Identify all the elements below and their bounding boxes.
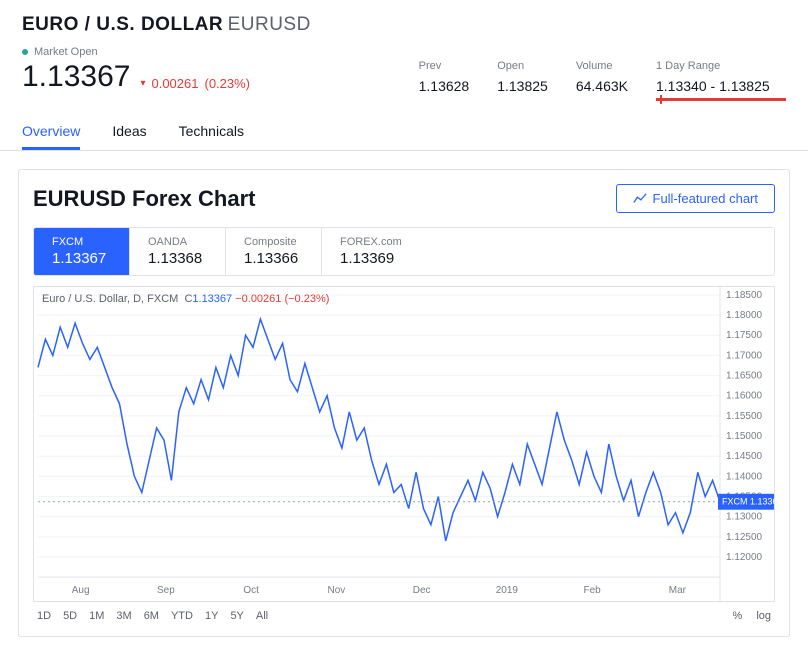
chart-meta: Euro / U.S. Dollar, D, FXCM C1.13367 −0.…	[42, 293, 329, 305]
timeframe-ytd[interactable]: YTD	[171, 610, 193, 622]
svg-text:FXCM 1.13367: FXCM 1.13367	[722, 497, 774, 507]
price-change: ▾ 0.00261 (0.23%)	[140, 76, 250, 91]
svg-text:1.18000: 1.18000	[726, 310, 763, 321]
provider-fxcm[interactable]: FXCM1.13367	[34, 228, 130, 275]
svg-text:Nov: Nov	[327, 585, 345, 596]
svg-text:Dec: Dec	[413, 585, 431, 596]
timeframe-1d[interactable]: 1D	[37, 610, 51, 622]
stat-prev: Prev 1.13628	[419, 60, 470, 101]
price-chart[interactable]: Euro / U.S. Dollar, D, FXCM C1.13367 −0.…	[33, 286, 775, 602]
svg-text:1.18500: 1.18500	[726, 290, 763, 301]
full-featured-chart-button[interactable]: Full-featured chart	[616, 184, 776, 213]
provider-forexcom[interactable]: FOREX.com1.13369	[322, 228, 420, 275]
svg-text:1.16000: 1.16000	[726, 391, 763, 402]
provider-switcher: FXCM1.13367OANDA1.13368Composite1.13366F…	[33, 227, 775, 276]
svg-text:Sep: Sep	[157, 585, 175, 596]
svg-text:Feb: Feb	[584, 585, 602, 596]
tab-technicals[interactable]: Technicals	[179, 115, 244, 150]
stat-volume: Volume 64.463K	[576, 60, 628, 101]
main-tabs: Overview Ideas Technicals	[0, 115, 808, 151]
caret-down-icon: ▾	[140, 78, 145, 89]
scale-log[interactable]: log	[756, 610, 771, 622]
tab-ideas[interactable]: Ideas	[112, 115, 146, 150]
svg-text:Mar: Mar	[669, 585, 687, 596]
svg-text:Oct: Oct	[243, 585, 259, 596]
svg-text:1.12500: 1.12500	[726, 532, 763, 543]
timeframe-5y[interactable]: 5Y	[230, 610, 243, 622]
svg-text:1.14000: 1.14000	[726, 471, 763, 482]
stat-open: Open 1.13825	[497, 60, 548, 101]
svg-text:1.14500: 1.14500	[726, 451, 763, 462]
last-price: 1.13367	[22, 60, 130, 94]
timeframe-6m[interactable]: 6M	[144, 610, 159, 622]
svg-text:1.17000: 1.17000	[726, 350, 763, 361]
svg-text:1.15000: 1.15000	[726, 431, 763, 442]
provider-oanda[interactable]: OANDA1.13368	[130, 228, 226, 275]
status-dot-icon	[22, 49, 28, 55]
chart-title: EURUSD Forex Chart	[33, 186, 255, 212]
market-status: Market Open	[22, 46, 786, 58]
svg-text:2019: 2019	[496, 585, 519, 596]
svg-text:Aug: Aug	[72, 585, 90, 596]
pair-title: EURO / U.S. DOLLAR EURUSD	[22, 14, 786, 36]
svg-text:1.13000: 1.13000	[726, 512, 763, 523]
timeframe-1m[interactable]: 1M	[89, 610, 104, 622]
chart-icon	[633, 192, 647, 206]
svg-text:1.12000: 1.12000	[726, 552, 763, 563]
timeframe-all[interactable]: All	[256, 610, 268, 622]
timeframe-controls: 1D 5D 1M 3M 6M YTD 1Y 5Y All % log	[33, 602, 775, 622]
timeframe-5d[interactable]: 5D	[63, 610, 77, 622]
svg-text:1.16500: 1.16500	[726, 371, 763, 382]
timeframe-1y[interactable]: 1Y	[205, 610, 218, 622]
timeframe-3m[interactable]: 3M	[116, 610, 131, 622]
provider-composite[interactable]: Composite1.13366	[226, 228, 322, 275]
svg-text:1.15500: 1.15500	[726, 411, 763, 422]
stat-range: 1 Day Range 1.13340 - 1.13825	[656, 60, 786, 101]
tab-overview[interactable]: Overview	[22, 115, 80, 150]
svg-text:1.17500: 1.17500	[726, 330, 763, 341]
scale-percent[interactable]: %	[733, 610, 743, 622]
